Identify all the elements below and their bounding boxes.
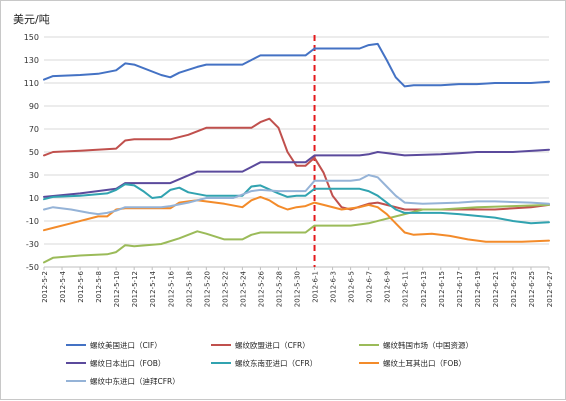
x-tick-label: 2012-6-3 [330, 271, 338, 303]
x-tick-label: 2012-6-27 [546, 271, 554, 307]
series-line-3 [43, 203, 550, 264]
x-tick-label: 2012-5-16 [167, 270, 175, 307]
legend-label-1: 螺纹美国进口（CIF） [90, 340, 162, 350]
x-tick-label: 2012-6-1 [312, 271, 320, 303]
y-tick-label: 30 [29, 171, 39, 180]
x-tick-label: 2012-5-26 [257, 270, 265, 307]
y-tick-labels: 150 130 110 90 70 50 30 10 -10 -30 -50 [24, 33, 39, 272]
legend-label-3: 螺纹韩国市场（中国资源） [383, 340, 473, 350]
x-tick-label: 2012-5-12 [131, 271, 139, 307]
x-tick-label: 2012-5-2 [41, 271, 49, 303]
series-line-5 [43, 183, 550, 225]
x-tick-label: 2012-6-25 [528, 271, 536, 307]
legend-label-5: 螺纹东南亚进口（CFR） [235, 358, 317, 368]
y-tick-label: 130 [24, 56, 39, 65]
y-tick-label: 90 [29, 102, 39, 111]
x-tick-label: 2012-5-6 [77, 270, 85, 302]
x-tick-label: 2012-6-17 [456, 271, 464, 307]
y-tick-label: 150 [24, 33, 39, 42]
y-tick-label: 50 [29, 148, 39, 157]
legend-label-4: 螺纹日本出口（FOB） [90, 358, 165, 368]
x-tick-label: 2012-6-15 [438, 271, 446, 307]
y-tick-label: 10 [29, 194, 39, 203]
y-tick-label: -30 [26, 240, 39, 249]
x-tick-label: 2012-6-7 [366, 271, 374, 303]
x-tick-label: 2012-6-9 [384, 271, 392, 303]
x-tick-label: 2012-5-8 [95, 271, 103, 303]
series-line-6 [43, 195, 550, 243]
x-tick-labels: 2012-5-2 2012-5-4 2012-5-6 2012-5-8 2012-5-1… [41, 267, 554, 307]
y-tick-label: -50 [26, 263, 39, 272]
y-tick-label: 110 [24, 79, 39, 88]
series-line-7 [43, 174, 550, 216]
x-tick-label: 2012-5-14 [149, 270, 157, 307]
x-tick-label: 2012-5-20 [203, 271, 211, 307]
x-tick-label: 2012-5-28 [275, 271, 283, 307]
series-line-2 [43, 117, 550, 211]
x-tick-label: 2012-5-24 [239, 270, 247, 307]
x-tick-label: 2012-6-11 [402, 271, 410, 307]
x-tick-label: 2012-6-13 [420, 271, 428, 307]
legend: 螺纹美国进口（CIF） 螺纹欧盟进口（CFR） 螺纹韩国市场（中国资源） 螺纹日本出口… [66, 340, 473, 386]
y-tick-label: 70 [29, 125, 39, 134]
x-tick-label: 2012-6-23 [510, 271, 518, 307]
series-line-4 [43, 148, 550, 198]
x-tick-label: 2012-5-30 [294, 271, 302, 307]
x-tick-label: 2012-6-21 [492, 271, 500, 307]
x-tick-label: 2012-6-19 [474, 271, 482, 307]
series-line-1 [43, 42, 550, 88]
y-tick-label: -10 [26, 217, 39, 226]
x-tick-label: 2012-5-18 [185, 271, 193, 307]
x-tick-label: 2012-5-4 [59, 270, 67, 302]
legend-label-6: 螺纹土耳其出口（FOB） [383, 358, 466, 368]
legend-label-7: 螺纹中东进口（迪拜CFR） [90, 376, 180, 386]
series-lines [43, 42, 550, 264]
gridlines [44, 36, 549, 268]
x-tick-label: 2012-6-5 [348, 271, 356, 303]
x-tick-label: 2012-5-10 [113, 271, 121, 307]
legend-label-2: 螺纹欧盟进口（CFR） [235, 340, 310, 350]
x-tick-label: 2012-5-22 [221, 271, 229, 307]
y-axis-unit-label: 美元/吨 [13, 13, 50, 26]
